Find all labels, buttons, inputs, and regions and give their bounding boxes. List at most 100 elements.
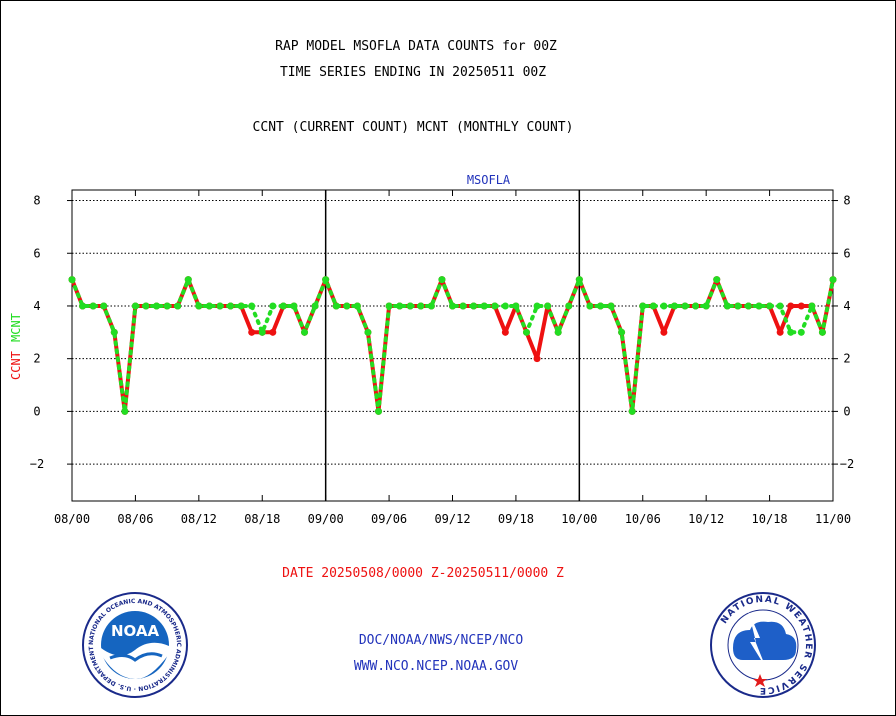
y-tick-label-left: 2	[33, 352, 40, 366]
data-point-mcnt	[121, 407, 129, 415]
x-tick-label: 10/12	[688, 512, 724, 526]
data-point-ccnt	[776, 328, 784, 336]
y-tick-label-left: 6	[33, 246, 40, 260]
y-tick-label-right: 2	[843, 352, 850, 366]
y-tick-label-right: 8	[843, 194, 850, 208]
data-point-mcnt	[797, 328, 805, 336]
chart-title-line2: TIME SERIES ENDING IN 20250511 00Z	[279, 65, 547, 80]
data-point-mcnt	[89, 302, 97, 310]
data-point-mcnt	[607, 302, 615, 310]
data-point-mcnt	[163, 302, 171, 310]
data-point-ccnt	[248, 328, 256, 336]
data-point-mcnt	[343, 302, 351, 310]
data-point-ccnt	[501, 328, 509, 336]
plot-frame	[71, 189, 834, 502]
data-point-mcnt	[227, 302, 235, 310]
data-point-mcnt	[681, 302, 689, 310]
data-point-ccnt	[533, 355, 541, 363]
x-tick-label: 08/12	[181, 512, 217, 526]
chart-title-line1: RAP MODEL MSOFLA DATA COUNTS for 00Z	[275, 39, 557, 54]
data-point-mcnt	[153, 302, 161, 310]
data-point-mcnt	[628, 407, 636, 415]
data-point-ccnt	[269, 328, 277, 336]
data-point-mcnt	[702, 302, 710, 310]
data-point-mcnt	[565, 302, 573, 310]
data-point-mcnt	[512, 302, 520, 310]
data-point-mcnt	[670, 302, 678, 310]
data-point-ccnt	[787, 302, 795, 310]
data-point-mcnt	[311, 302, 319, 310]
chart-subtitle: CCNT (CURRENT COUNT) MCNT (MONTHLY COUNT…	[252, 120, 574, 135]
data-point-mcnt	[639, 302, 647, 310]
data-point-mcnt	[110, 328, 118, 336]
data-point-mcnt	[353, 302, 361, 310]
x-tick-label: 11/00	[815, 512, 851, 526]
data-point-mcnt	[449, 302, 456, 310]
data-point-mcnt	[205, 302, 213, 310]
ylabel-mcnt: MCNT	[9, 313, 23, 342]
org-line: DOC/NOAA/NWS/NCEP/NCO	[358, 633, 524, 648]
data-point-mcnt	[459, 302, 467, 310]
data-point-mcnt	[417, 302, 425, 310]
data-point-mcnt	[322, 276, 330, 284]
x-tick-label: 09/06	[371, 512, 407, 526]
data-point-mcnt	[713, 276, 721, 284]
data-point-mcnt	[618, 328, 626, 336]
x-tick-label: 09/00	[308, 512, 344, 526]
data-point-mcnt	[649, 302, 657, 310]
data-point-mcnt	[480, 302, 488, 310]
data-point-mcnt	[396, 302, 404, 310]
x-tick-label: 09/18	[498, 512, 534, 526]
series-line-ccnt	[70, 277, 835, 414]
data-point-mcnt	[100, 302, 108, 310]
data-point-mcnt	[406, 302, 414, 310]
data-point-mcnt	[375, 407, 383, 415]
y-tick-label-right: 0	[843, 404, 850, 418]
data-point-mcnt	[142, 302, 150, 310]
data-point-mcnt	[723, 302, 731, 310]
x-tick-label: 08/00	[54, 512, 90, 526]
data-point-mcnt	[427, 302, 435, 310]
noaa-logo: NATIONAL OCEANIC AND ATMOSPHERIC ADMINIS…	[80, 590, 188, 698]
website-link[interactable]: WWW.NCO.NCEP.NOAA.GOV	[353, 659, 519, 674]
data-point-mcnt	[79, 302, 87, 310]
station-label: MSOFLA	[467, 173, 511, 187]
data-point-mcnt	[554, 328, 562, 336]
data-point-mcnt	[184, 276, 192, 284]
data-point-mcnt	[744, 302, 752, 310]
y-tick-label-right: 6	[843, 246, 850, 260]
y-tick-label-left: −2	[30, 457, 44, 471]
data-point-mcnt	[787, 328, 795, 336]
data-point-mcnt	[755, 302, 763, 310]
data-point-mcnt	[269, 302, 277, 310]
data-point-ccnt	[797, 302, 805, 310]
data-point-mcnt	[385, 302, 393, 310]
date-range-label: DATE 20250508/0000 Z-20250511/0000 Z	[282, 566, 564, 581]
data-point-mcnt	[818, 328, 826, 336]
data-point-ccnt	[660, 328, 668, 336]
ylabel-ccnt: CCNT	[9, 351, 23, 380]
y-tick-label-left: 0	[33, 404, 40, 418]
data-point-mcnt	[692, 302, 700, 310]
data-point-mcnt	[279, 302, 287, 310]
data-point-mcnt	[216, 302, 224, 310]
y-tick-label-left: 4	[33, 299, 40, 313]
data-point-mcnt	[258, 328, 266, 336]
x-tick-label: 10/00	[561, 512, 597, 526]
x-tick-label: 10/06	[625, 512, 661, 526]
data-point-mcnt	[491, 302, 499, 310]
data-point-mcnt	[808, 302, 816, 310]
x-tick-label: 08/06	[117, 512, 153, 526]
data-point-mcnt	[301, 328, 309, 336]
data-point-mcnt	[829, 276, 837, 284]
data-point-mcnt	[596, 302, 604, 310]
data-point-mcnt	[364, 328, 372, 336]
data-point-mcnt	[237, 302, 245, 310]
data-point-mcnt	[501, 302, 509, 310]
data-point-mcnt	[68, 276, 76, 284]
data-point-mcnt	[586, 302, 594, 310]
data-point-mcnt	[290, 302, 298, 310]
data-point-mcnt	[734, 302, 742, 310]
x-tick-label: 10/18	[752, 512, 788, 526]
data-point-mcnt	[332, 302, 340, 310]
